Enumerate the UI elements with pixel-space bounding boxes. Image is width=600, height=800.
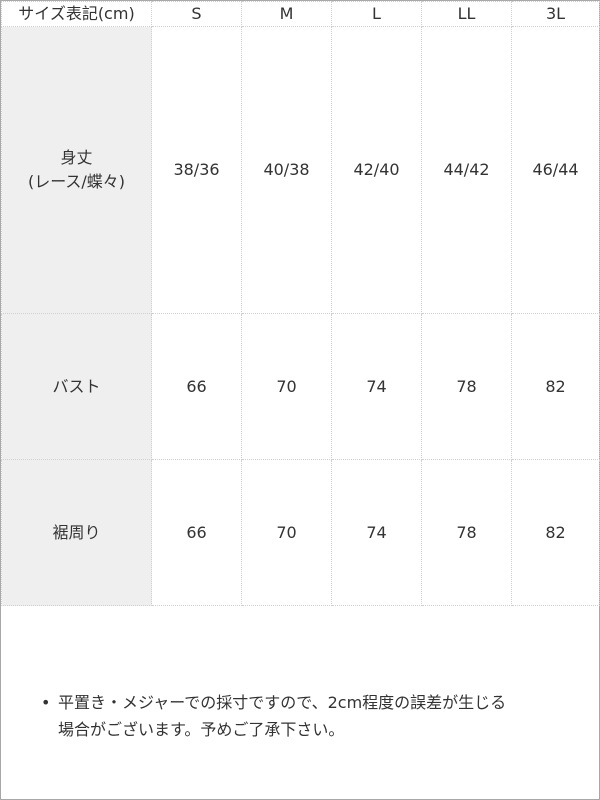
header-cell: サイズ表記(cm): [1, 1, 152, 27]
header-cell: L: [331, 1, 422, 27]
row: バスト 66 70 74 78 82: [1, 313, 600, 460]
cell: 46/44: [511, 26, 600, 314]
header-cell: 3L: [511, 1, 600, 27]
cell: 82: [511, 313, 600, 460]
row: 裾周り 66 70 74 78 82: [1, 459, 600, 606]
cell: 70: [241, 459, 332, 606]
note-line: 場合がございます。予めご了承下さい。: [58, 720, 345, 739]
size-table: サイズ表記(cm) S M L LL 3L 身丈 (レース/蝶々) 38/36 40/38 42/4…: [1, 1, 600, 606]
cell: 82: [511, 459, 600, 606]
label-line: バスト: [52, 376, 101, 396]
header-cell: LL: [421, 1, 512, 27]
row-label: 裾周り: [1, 459, 152, 606]
row: 身丈 (レース/蝶々) 38/36 40/38 42/40 44/42 46/44: [1, 26, 600, 314]
cell: 38/36: [151, 26, 242, 314]
cell: 74: [331, 459, 422, 606]
cell: 78: [421, 313, 512, 460]
cell: 42/40: [331, 26, 422, 314]
cell: 40/38: [241, 26, 332, 314]
cell: 78: [421, 459, 512, 606]
label-line: 裾周り: [52, 522, 101, 542]
header-row: サイズ表記(cm) S M L LL 3L: [1, 1, 600, 27]
row-label: 身丈 (レース/蝶々): [1, 26, 152, 314]
row-label: バスト: [1, 313, 152, 460]
label-line: 身丈: [60, 148, 93, 167]
note-lines: 平置き・メジャーでの採寸ですので、2cm程度の誤差が生じる 場合がございます。予め…: [58, 689, 506, 743]
cell: 44/42: [421, 26, 512, 314]
cell: 74: [331, 313, 422, 460]
header-cell: M: [241, 1, 332, 27]
cell: 70: [241, 313, 332, 460]
note-line: 平置き・メジャーでの採寸ですので、2cm程度の誤差が生じる: [58, 693, 507, 712]
note: • 平置き・メジャーでの採寸ですので、2cm程度の誤差が生じる 場合がございます。…: [41, 689, 506, 743]
cell: 66: [151, 459, 242, 606]
label-line: (レース/蝶々): [27, 172, 126, 191]
bullet: •: [41, 693, 51, 712]
header-cell: S: [151, 1, 242, 27]
cell: 66: [151, 313, 242, 460]
